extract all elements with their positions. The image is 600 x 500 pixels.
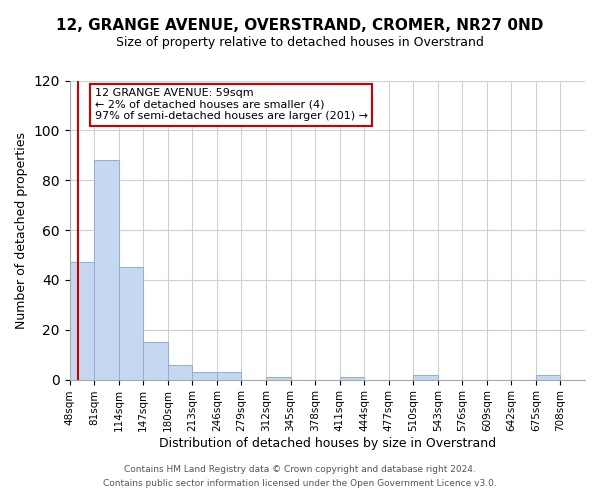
Y-axis label: Number of detached properties: Number of detached properties [15, 132, 28, 328]
Bar [266, 377, 290, 380]
Text: Size of property relative to detached houses in Overstrand: Size of property relative to detached ho… [116, 36, 484, 49]
Bar [70, 262, 94, 380]
Bar [217, 372, 241, 380]
Bar [94, 160, 119, 380]
Bar [143, 342, 168, 380]
Text: 12 GRANGE AVENUE: 59sqm
← 2% of detached houses are smaller (4)
97% of semi-deta: 12 GRANGE AVENUE: 59sqm ← 2% of detached… [95, 88, 368, 121]
Bar [413, 374, 438, 380]
Bar [193, 372, 217, 380]
Bar [168, 364, 193, 380]
Bar [536, 374, 560, 380]
Bar [340, 377, 364, 380]
Text: Contains HM Land Registry data © Crown copyright and database right 2024.
Contai: Contains HM Land Registry data © Crown c… [103, 466, 497, 487]
X-axis label: Distribution of detached houses by size in Overstrand: Distribution of detached houses by size … [159, 437, 496, 450]
Bar [119, 268, 143, 380]
Text: 12, GRANGE AVENUE, OVERSTRAND, CROMER, NR27 0ND: 12, GRANGE AVENUE, OVERSTRAND, CROMER, N… [56, 18, 544, 32]
